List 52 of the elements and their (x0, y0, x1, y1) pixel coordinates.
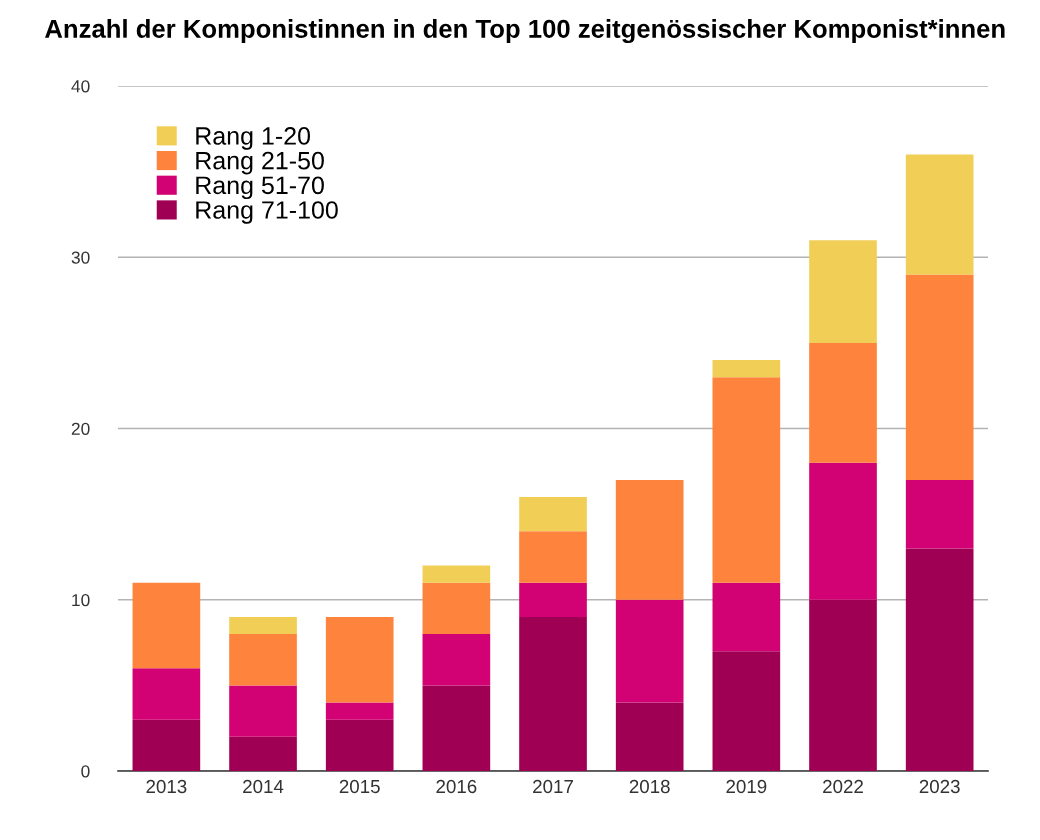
bar (809, 342, 877, 463)
bar (712, 582, 781, 652)
x-tick-label: 2018 (629, 779, 670, 794)
legend-label: Rang 71-100 (196, 201, 338, 224)
bar (325, 702, 394, 720)
y-tick-label: 40 (71, 80, 90, 93)
legend-label: Rang 1-20 (196, 127, 311, 150)
x-tick-label: 2014 (243, 779, 284, 794)
bar (422, 634, 491, 686)
x-tick-label: 2016 (436, 779, 477, 794)
x-tick-label: 2019 (726, 779, 767, 794)
bar (229, 634, 297, 686)
bar (519, 531, 587, 583)
bar (615, 479, 684, 600)
bar (132, 668, 201, 720)
bar (905, 479, 974, 549)
bar (132, 582, 201, 669)
bar (809, 240, 877, 343)
bar (422, 582, 491, 635)
bar (325, 719, 394, 772)
bar (229, 736, 297, 772)
bar (712, 651, 781, 772)
y-tick-label: 10 (72, 593, 90, 607)
x-tick-label: 2017 (533, 779, 573, 794)
bar (615, 599, 684, 703)
bar (809, 462, 877, 600)
bar (422, 565, 491, 583)
bar (325, 616, 394, 703)
bar (229, 616, 297, 635)
bar (712, 360, 781, 378)
x-tick-label: 2015 (339, 779, 380, 794)
legend-label: Rang 51-70 (196, 176, 324, 200)
bar (905, 154, 974, 275)
y-tick-label: 0 (81, 765, 90, 778)
chart-title: Anzahl der Komponistinnen in den Top 100 zeitgenössischer Komponist*innen (45, 19, 1005, 44)
x-tick-label: 2022 (823, 779, 863, 794)
bar (615, 702, 684, 772)
bar (519, 616, 587, 772)
bar (809, 599, 877, 772)
x-tick-label: 2013 (146, 779, 187, 794)
bar (905, 274, 974, 480)
bar (132, 719, 201, 772)
legend-label: Rang 21-50 (196, 151, 324, 175)
bar (422, 685, 491, 772)
bar (905, 548, 974, 772)
y-tick-label: 30 (71, 251, 90, 264)
bar (519, 497, 587, 532)
y-tick-label: 20 (71, 422, 90, 435)
bar (519, 582, 587, 617)
bar (229, 685, 297, 737)
x-tick-label: 2023 (919, 779, 960, 794)
bar (712, 377, 781, 583)
